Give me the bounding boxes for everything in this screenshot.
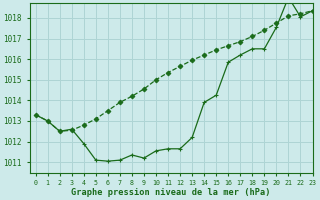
X-axis label: Graphe pression niveau de la mer (hPa): Graphe pression niveau de la mer (hPa) (71, 188, 271, 197)
